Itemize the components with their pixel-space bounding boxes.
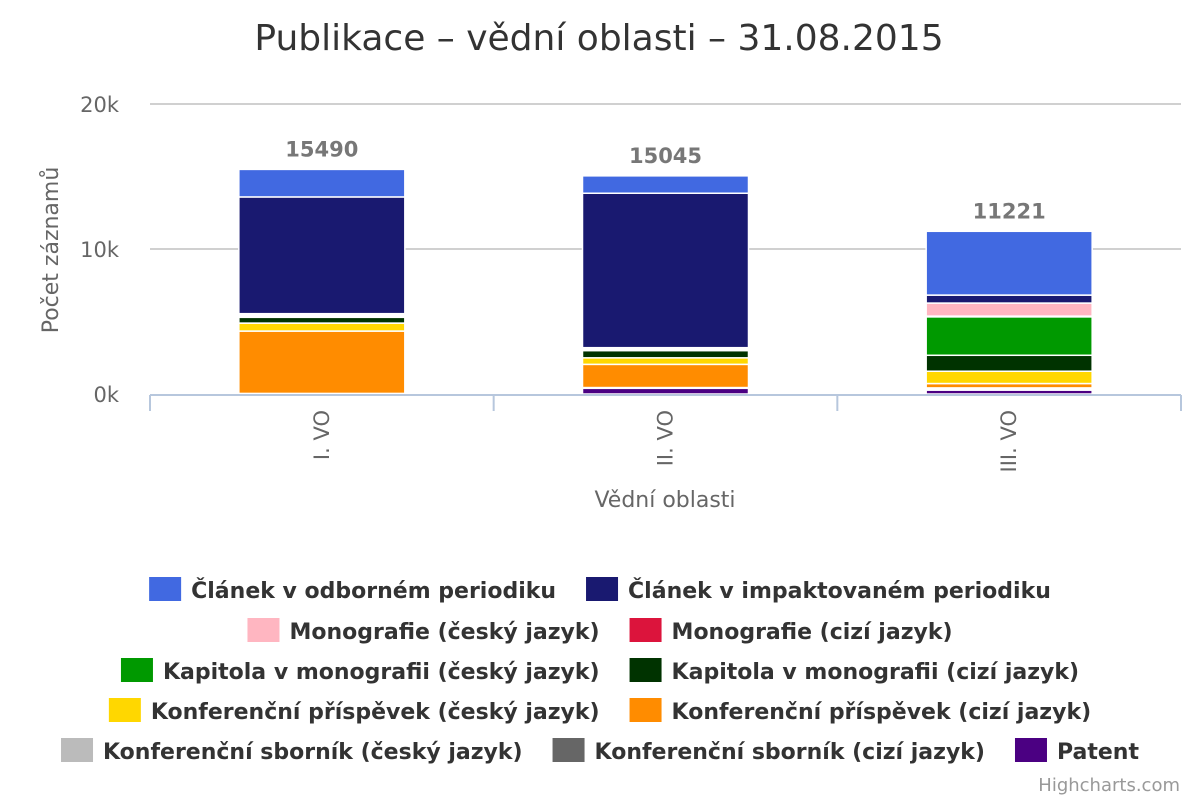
legend-label: Monografie (český jazyk): [289, 620, 599, 645]
bar-segment[interactable]: [581, 349, 750, 359]
legend-item[interactable]: Konferenční sborník (český jazyk): [61, 738, 523, 765]
legend-item[interactable]: Konferenční sborník (cizí jazyk): [552, 738, 985, 765]
bar-segment[interactable]: [925, 294, 1093, 304]
legend-label: Kapitola v monografii (cizí jazyk): [672, 660, 1079, 685]
bar-segment[interactable]: [925, 230, 1093, 296]
chart-title: Publikace – vědní oblasti – 31.08.2015: [254, 18, 943, 59]
legend-swatch: [108, 698, 141, 722]
bar-segment[interactable]: [238, 196, 406, 315]
bar-segment[interactable]: [925, 302, 1093, 317]
legend-swatch: [1014, 738, 1047, 762]
legend-label: Článek v odborném periodiku: [191, 578, 556, 604]
credits-link[interactable]: Highcharts.com: [1038, 775, 1180, 796]
legend-label: Článek v impaktovaném periodiku: [628, 578, 1051, 604]
bar-segment[interactable]: [238, 330, 406, 395]
bar-segment[interactable]: [925, 354, 1093, 372]
axes: I. VO II. VO III. VO: [149, 394, 1182, 472]
stack-total-label: 15490: [285, 137, 358, 161]
legend-label: Patent: [1057, 740, 1139, 765]
legend-swatch: [61, 738, 94, 762]
y-tick-label: 20k: [80, 93, 120, 117]
bars: 15490 15045 11221: [238, 137, 1093, 395]
legend: Článek v odborném periodiku Článek v impa…: [61, 577, 1139, 765]
bar-segment[interactable]: [238, 168, 406, 198]
legend-label: Konferenční příspěvek (cizí jazyk): [672, 700, 1092, 725]
bar-segment[interactable]: [581, 175, 750, 194]
legend-item[interactable]: Konferenční příspěvek (cizí jazyk): [629, 698, 1092, 725]
bar-segment[interactable]: [238, 322, 406, 332]
x-tick-label: III. VO: [997, 410, 1021, 472]
legend-swatch: [120, 658, 153, 682]
legend-swatch: [552, 738, 585, 762]
legend-label: Konferenční příspěvek (český jazyk): [151, 700, 600, 725]
y-tick-label: 0k: [93, 383, 119, 407]
x-axis-title: Vědní oblasti: [594, 488, 735, 513]
legend-item[interactable]: Článek v impaktovaném periodiku: [586, 577, 1051, 604]
y-tick-label: 10k: [80, 238, 120, 262]
legend-swatch: [586, 577, 619, 601]
bar-segment[interactable]: [238, 316, 406, 324]
legend-label: Monografie (cizí jazyk): [672, 620, 953, 645]
legend-swatch: [149, 577, 182, 601]
bar-segment[interactable]: [925, 370, 1093, 385]
legend-label: Kapitola v monografii (český jazyk): [163, 660, 600, 685]
legend-swatch: [247, 618, 280, 642]
legend-swatch: [629, 658, 662, 682]
legend-item[interactable]: Konferenční příspěvek (český jazyk): [108, 698, 600, 725]
legend-label: Konferenční sborník (český jazyk): [103, 740, 523, 765]
legend-item[interactable]: Kapitola v monografii (český jazyk): [120, 658, 600, 685]
x-tick-label: I. VO: [310, 410, 334, 460]
legend-item[interactable]: Monografie (český jazyk): [247, 618, 600, 645]
legend-swatch: [629, 698, 662, 722]
bar-segment[interactable]: [581, 357, 750, 366]
legend-item[interactable]: Patent: [1014, 738, 1139, 765]
legend-item[interactable]: Monografie (cizí jazyk): [629, 618, 953, 645]
legend-swatch: [629, 618, 662, 642]
stack-total-label: 11221: [973, 199, 1046, 223]
bar-segment[interactable]: [581, 363, 750, 389]
legend-item[interactable]: Kapitola v monografii (cizí jazyk): [629, 658, 1079, 685]
legend-item[interactable]: Článek v odborném periodiku: [149, 577, 556, 604]
bar-segment[interactable]: [925, 316, 1093, 357]
y-axis-title: Počet záznamů: [39, 167, 64, 334]
legend-label: Konferenční sborník (cizí jazyk): [595, 740, 985, 765]
bar-segment[interactable]: [581, 192, 750, 349]
x-tick-label: II. VO: [654, 410, 678, 466]
stack-total-label: 15045: [629, 144, 702, 168]
